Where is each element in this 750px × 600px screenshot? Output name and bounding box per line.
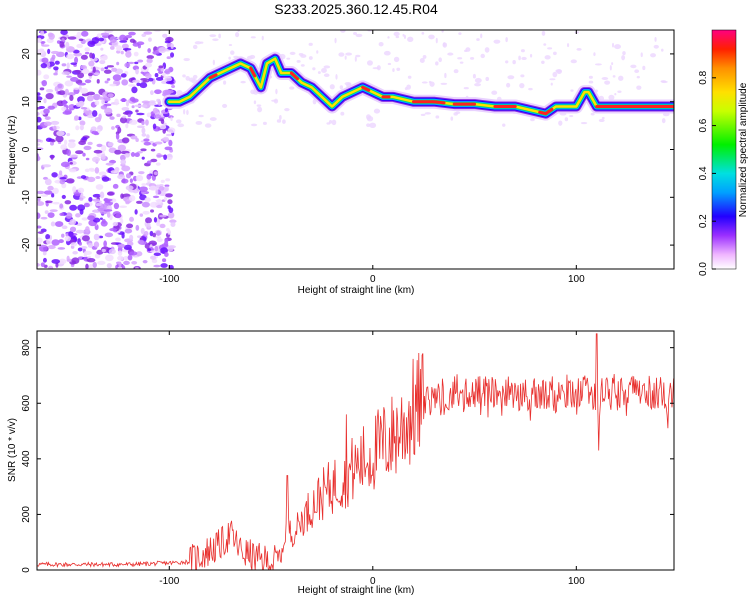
colorbar-tick-label: 0.2 bbox=[698, 214, 709, 228]
colorbar-tick-label: 0.8 bbox=[698, 70, 709, 84]
x-tick-label: 100 bbox=[568, 576, 585, 587]
y-tick-label: 10 bbox=[21, 96, 32, 108]
x-tick-label: 0 bbox=[370, 274, 376, 285]
colorbar-tick-label: 0.4 bbox=[698, 166, 709, 180]
y-tick-label: 200 bbox=[21, 506, 32, 523]
spectrogram-plot-area bbox=[37, 30, 674, 269]
colorbar-gradient bbox=[711, 29, 737, 270]
y-tick-label: 800 bbox=[21, 339, 32, 356]
y-tick-label: 0 bbox=[21, 146, 32, 152]
snr-frame bbox=[36, 330, 675, 571]
snr-xlabel: Height of straight line (km) bbox=[298, 585, 415, 596]
y-tick-label: 20 bbox=[21, 48, 32, 60]
x-tick-label: -100 bbox=[159, 576, 179, 587]
snr-series-line bbox=[37, 333, 674, 570]
snr-ylabel: SNR (10 * v/v) bbox=[7, 418, 18, 482]
y-tick-label: -20 bbox=[21, 237, 32, 252]
y-tick-label: 400 bbox=[21, 450, 32, 467]
colorbar-label: Normalized spectral amplitude bbox=[738, 82, 749, 217]
x-tick-label: -100 bbox=[159, 274, 179, 285]
spectrogram-ylabel: Frequency (Hz) bbox=[7, 116, 18, 185]
x-tick-label: 100 bbox=[568, 274, 585, 285]
spectrogram-frame bbox=[36, 29, 675, 270]
y-tick-label: 0 bbox=[21, 567, 32, 573]
colorbar-tick-label: 0.6 bbox=[698, 118, 709, 132]
colorbar: 0.0 0.2 0.4 0.6 0.8 Normalized spectral ampl… bbox=[698, 29, 749, 276]
x-tick-label: 0 bbox=[370, 576, 376, 587]
spectrogram-noise bbox=[37, 30, 670, 269]
snr-plot-area bbox=[37, 333, 674, 570]
colorbar-ticks: 0.0 0.2 0.4 0.6 0.8 bbox=[698, 70, 716, 276]
y-tick-label: -10 bbox=[21, 190, 32, 205]
figure-title: S233.2025.360.12.45.R04 bbox=[274, 1, 438, 17]
spectrogram-xlabel: Height of straight line (km) bbox=[298, 285, 415, 296]
y-tick-label: 600 bbox=[21, 394, 32, 411]
colorbar-tick-label: 0.0 bbox=[698, 262, 709, 276]
snr-ticks: -100 0 100 0 200 400 600 800 bbox=[21, 331, 674, 587]
snr-panel: -100 0 100 0 200 400 600 800 Height of straight… bbox=[7, 330, 675, 596]
spectrogram-hot-spots bbox=[208, 66, 674, 116]
